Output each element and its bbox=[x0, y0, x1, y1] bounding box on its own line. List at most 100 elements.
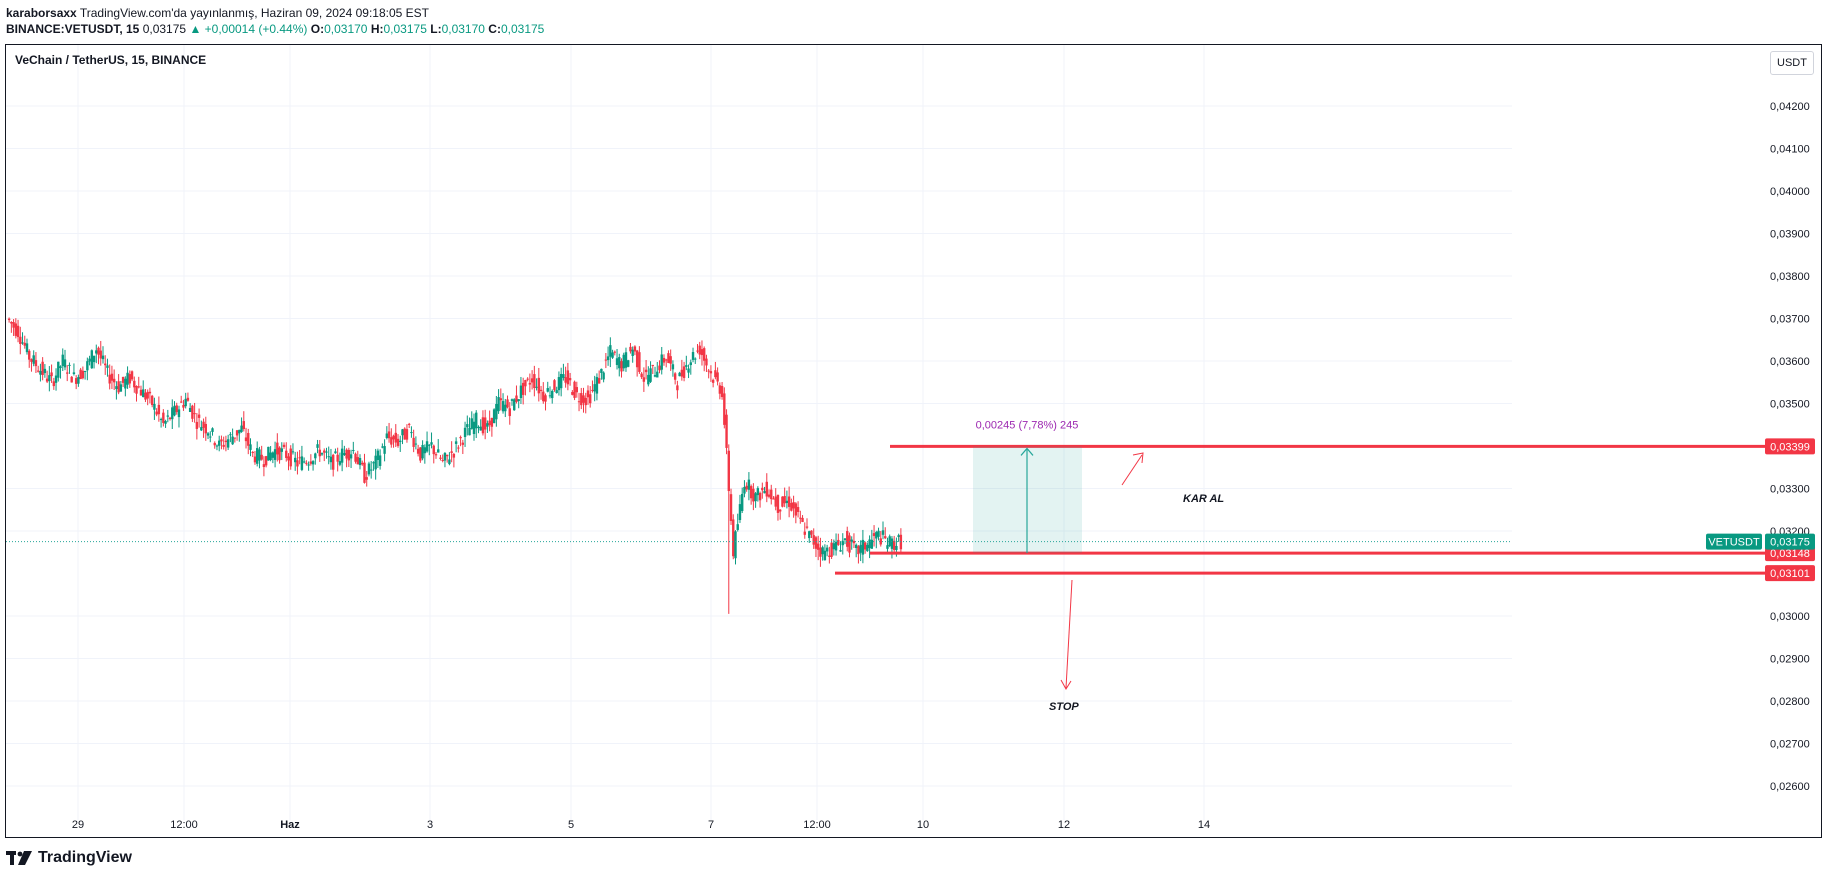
candle-body bbox=[430, 442, 433, 445]
candle-body bbox=[557, 377, 561, 391]
candle-body bbox=[727, 450, 730, 492]
candle-body bbox=[112, 378, 116, 383]
candle-body bbox=[687, 368, 690, 373]
candle-body bbox=[859, 544, 862, 553]
candle-body bbox=[316, 444, 319, 448]
candle-body bbox=[383, 446, 386, 454]
candle-body bbox=[472, 421, 476, 435]
candle-body bbox=[803, 531, 806, 535]
candle-body bbox=[745, 485, 748, 490]
author-name[interactable]: karaborsaxx bbox=[6, 6, 77, 20]
x-tick-label: 12:00 bbox=[803, 819, 831, 831]
close-label: C: bbox=[488, 22, 501, 36]
y-tick-label: 0,02700 bbox=[1770, 739, 1810, 751]
y-tick-label: 0,04200 bbox=[1770, 101, 1810, 113]
candle-body bbox=[863, 542, 867, 550]
candle-body bbox=[618, 357, 621, 369]
candle-body bbox=[385, 433, 389, 438]
candle-body bbox=[43, 368, 47, 374]
x-tick-label: 10 bbox=[917, 819, 929, 831]
candle-body bbox=[396, 438, 400, 446]
candle-body bbox=[280, 448, 283, 452]
symbol-label: BINANCE:VETUSDT, 15 bbox=[6, 22, 140, 36]
candle-body bbox=[533, 374, 536, 389]
candle-body bbox=[582, 395, 585, 403]
candle-body bbox=[669, 356, 672, 364]
y-tick-label: 0,02600 bbox=[1770, 781, 1810, 793]
candle-body bbox=[54, 375, 58, 383]
candle-body bbox=[244, 437, 248, 442]
candle-body bbox=[200, 427, 203, 431]
x-tick-label: 14 bbox=[1198, 819, 1210, 831]
candle-body bbox=[725, 414, 728, 448]
candle-body bbox=[166, 415, 170, 417]
price-tag-entry: 0,03148 bbox=[1770, 548, 1810, 560]
candle-body bbox=[247, 432, 250, 446]
candle-body bbox=[805, 526, 809, 528]
y-tick-label: 0,02900 bbox=[1770, 654, 1810, 666]
candle-body bbox=[70, 376, 73, 383]
candle-body bbox=[130, 371, 134, 380]
candle-body bbox=[843, 538, 847, 540]
candle-body bbox=[95, 350, 98, 354]
candle-body bbox=[191, 405, 194, 419]
candle-body bbox=[615, 358, 619, 365]
candle-body bbox=[256, 448, 259, 464]
candle-body bbox=[624, 352, 628, 368]
candle-body bbox=[206, 433, 210, 436]
candle-body bbox=[307, 464, 310, 466]
take-profit-label: KAR AL bbox=[1183, 493, 1224, 505]
chart-frame[interactable] bbox=[5, 44, 1822, 838]
candle-body bbox=[226, 439, 230, 448]
candle-body bbox=[691, 352, 695, 360]
candle-body bbox=[238, 429, 241, 434]
measure-arrow-head bbox=[1020, 447, 1034, 456]
candle-body bbox=[627, 360, 630, 367]
candle-body bbox=[135, 385, 138, 394]
candle-body bbox=[28, 350, 31, 360]
candle-body bbox=[497, 397, 500, 412]
candle-body bbox=[832, 543, 836, 550]
candle-body bbox=[12, 322, 15, 328]
candle-body bbox=[260, 454, 263, 460]
candle-body bbox=[387, 431, 391, 439]
candle-body bbox=[875, 532, 878, 539]
candle-body bbox=[506, 399, 509, 408]
candle-body bbox=[682, 366, 686, 378]
candle-body bbox=[861, 539, 865, 555]
candle-body bbox=[606, 356, 610, 361]
candle-body bbox=[358, 457, 362, 466]
candle-body bbox=[593, 384, 596, 392]
candle-body bbox=[399, 440, 402, 442]
stop-label: STOP bbox=[1049, 701, 1079, 713]
candle-body bbox=[278, 447, 281, 461]
candle-body bbox=[828, 555, 831, 557]
symbol-tag: VETUSDT bbox=[1708, 537, 1760, 549]
tradingview-logo[interactable]: TradingView bbox=[6, 849, 132, 867]
candle-body bbox=[454, 441, 458, 444]
candle-body bbox=[758, 492, 762, 501]
candle-body bbox=[34, 360, 38, 367]
candle-body bbox=[504, 404, 507, 412]
candle-body bbox=[77, 377, 80, 384]
candle-body bbox=[571, 392, 574, 395]
candle-body bbox=[240, 425, 243, 432]
candle-body bbox=[390, 437, 393, 445]
candle-body bbox=[897, 535, 900, 537]
candle-body bbox=[868, 539, 871, 549]
candle-body bbox=[517, 399, 520, 402]
candle-body bbox=[846, 531, 849, 547]
currency-button[interactable]: USDT bbox=[1770, 51, 1814, 75]
candle-body bbox=[808, 531, 811, 539]
candle-body bbox=[215, 445, 219, 447]
candle-body bbox=[188, 407, 192, 412]
candle-body bbox=[39, 370, 42, 375]
stop-arrow-head bbox=[1060, 679, 1072, 690]
candle-body bbox=[30, 359, 33, 362]
close-value: 0,03175 bbox=[500, 22, 545, 36]
candle-body bbox=[25, 343, 29, 353]
candle-body bbox=[202, 421, 205, 428]
candle-body bbox=[340, 448, 344, 463]
candle-body bbox=[772, 498, 775, 500]
